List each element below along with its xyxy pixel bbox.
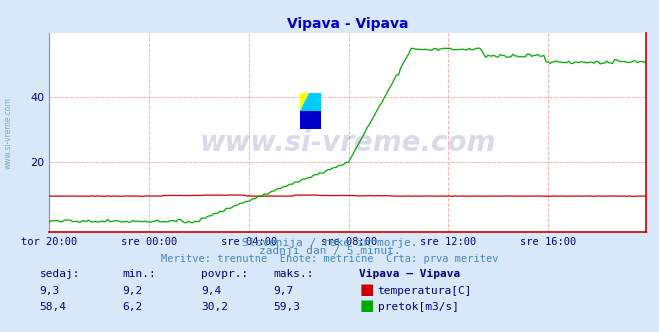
Text: 9,3: 9,3	[40, 286, 60, 296]
Text: 9,2: 9,2	[122, 286, 142, 296]
Text: povpr.:: povpr.:	[201, 269, 248, 279]
Text: min.:: min.:	[122, 269, 156, 279]
Text: 58,4: 58,4	[40, 302, 67, 312]
Polygon shape	[300, 93, 321, 111]
Text: 9,4: 9,4	[201, 286, 221, 296]
Text: zadnji dan / 5 minut.: zadnji dan / 5 minut.	[258, 246, 401, 256]
Title: Vipava - Vipava: Vipava - Vipava	[287, 17, 409, 31]
Text: www.si-vreme.com: www.si-vreme.com	[200, 129, 496, 157]
Text: www.si-vreme.com: www.si-vreme.com	[3, 97, 13, 169]
Text: Meritve: trenutne  Enote: metrične  Črta: prva meritev: Meritve: trenutne Enote: metrične Črta: …	[161, 252, 498, 264]
Polygon shape	[300, 93, 309, 111]
Text: 9,7: 9,7	[273, 286, 294, 296]
Text: pretok[m3/s]: pretok[m3/s]	[378, 302, 459, 312]
Text: ■: ■	[359, 298, 374, 313]
Text: ■: ■	[359, 282, 374, 297]
Text: sedaj:: sedaj:	[40, 269, 80, 279]
Text: Vipava – Vipava: Vipava – Vipava	[359, 269, 461, 279]
Text: maks.:: maks.:	[273, 269, 314, 279]
Text: temperatura[C]: temperatura[C]	[378, 286, 472, 296]
Polygon shape	[300, 111, 321, 129]
Text: 59,3: 59,3	[273, 302, 301, 312]
Text: Slovenija / reke in morje.: Slovenija / reke in morje.	[242, 238, 417, 248]
Text: 6,2: 6,2	[122, 302, 142, 312]
Text: 30,2: 30,2	[201, 302, 228, 312]
